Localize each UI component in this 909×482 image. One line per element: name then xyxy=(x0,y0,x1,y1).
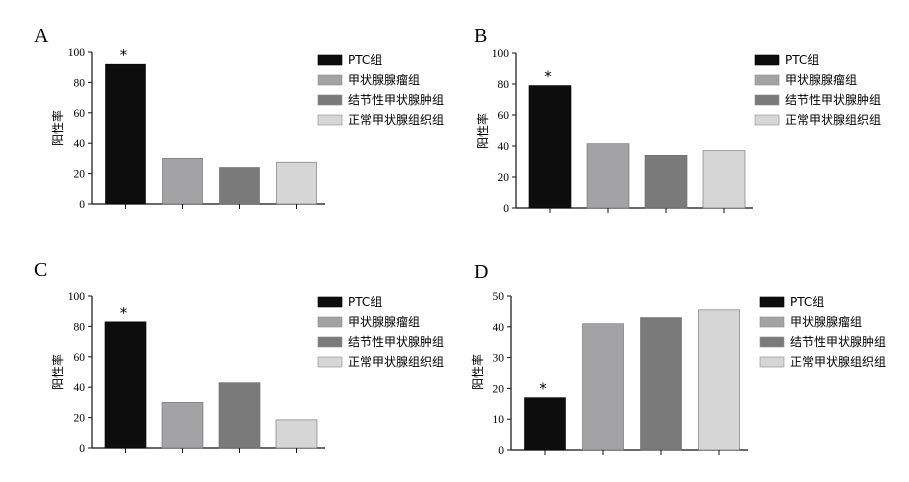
significance-marker: * xyxy=(539,380,547,398)
legend-label-4: 正常甲状腺组织组 xyxy=(790,355,886,369)
y-tick-label: 60 xyxy=(498,110,510,122)
bar-1 xyxy=(105,63,146,205)
legend-label-4: 正常甲状腺组织组 xyxy=(785,113,881,127)
bar-3 xyxy=(640,317,682,451)
panel-label: D xyxy=(474,261,488,283)
legend-swatch-4 xyxy=(317,114,343,126)
chart-panel-b: B 0 20 40 60 80 100 阳性率 * PTC组甲状腺腺瘤组结节性甲状腺肿组正常甲状腺… xyxy=(474,25,881,215)
legend-label-3: 结节性甲状腺肿组 xyxy=(790,334,886,349)
y-tick-label: 30 xyxy=(493,353,505,365)
legend-swatch-4 xyxy=(759,356,785,368)
legend-label-1: PTC组 xyxy=(790,295,824,309)
legend-swatch-3 xyxy=(759,336,785,348)
y-axis-title: 阳性率 xyxy=(50,354,65,390)
legend-label-3: 结节性甲状腺肿组 xyxy=(348,92,444,107)
panel-label: B xyxy=(474,25,487,47)
legend-swatch-3 xyxy=(317,336,343,348)
y-tick-label: 40 xyxy=(498,141,510,153)
bar-2 xyxy=(161,402,204,449)
legend-label-2: 甲状腺腺瘤组 xyxy=(348,72,420,87)
y-tick-label: 0 xyxy=(498,445,504,457)
significance-marker: * xyxy=(120,304,128,322)
y-tick-label: 80 xyxy=(74,321,86,333)
bar-1 xyxy=(524,397,566,451)
legend-label-1: PTC组 xyxy=(348,295,382,309)
y-tick-label: 20 xyxy=(74,169,86,181)
bar-1 xyxy=(528,85,572,209)
y-tick-label: 20 xyxy=(498,172,510,184)
legend-label-1: PTC组 xyxy=(348,53,382,67)
y-tick-label: 40 xyxy=(74,382,86,394)
legend-swatch-4 xyxy=(754,114,780,126)
y-tick-label: 80 xyxy=(498,79,510,91)
panel-label: A xyxy=(34,25,49,47)
y-tick-label: 50 xyxy=(493,291,505,303)
legend-swatch-1 xyxy=(754,54,780,66)
legend-swatch-2 xyxy=(754,74,780,86)
y-tick-label: 60 xyxy=(74,108,86,120)
panel-label: C xyxy=(34,259,47,281)
y-tick-label: 0 xyxy=(79,199,85,211)
legend-label-1: PTC组 xyxy=(785,53,819,67)
y-tick-label: 100 xyxy=(68,47,86,59)
bar-2 xyxy=(162,158,203,205)
legend-label-4: 正常甲状腺组织组 xyxy=(348,355,444,369)
bar-1 xyxy=(104,321,147,449)
y-tick-label: 20 xyxy=(493,383,505,395)
legend-swatch-4 xyxy=(317,356,343,368)
significance-marker: * xyxy=(120,46,128,64)
y-tick-label: 10 xyxy=(493,414,505,426)
y-tick-label: 40 xyxy=(493,322,505,334)
bar-3 xyxy=(219,167,260,205)
legend-label-2: 甲状腺腺瘤组 xyxy=(348,314,420,329)
y-axis-title: 阳性率 xyxy=(470,354,485,390)
legend-swatch-3 xyxy=(754,94,780,106)
y-tick-label: 60 xyxy=(74,352,86,364)
bar-4 xyxy=(698,309,740,451)
chart-panel-c: C 0 20 40 60 80 100 阳性率 * PTC组甲状腺腺瘤组结节性甲状腺肿组正常甲状腺… xyxy=(34,259,444,455)
y-tick-label: 80 xyxy=(74,77,86,89)
y-axis-title: 阳性率 xyxy=(475,113,490,149)
legend-swatch-2 xyxy=(317,316,343,328)
y-tick-label: 20 xyxy=(74,413,86,425)
bar-4 xyxy=(702,150,746,209)
y-tick-label: 100 xyxy=(68,291,86,303)
chart-panel-d: D 0 10 20 30 40 50 阳性率 * PTC组甲状腺腺瘤组结节性甲状腺肿组正常甲状腺组… xyxy=(470,261,886,457)
bar-4 xyxy=(275,419,318,449)
legend-swatch-2 xyxy=(317,74,343,86)
y-tick-label: 40 xyxy=(74,138,86,150)
bar-2 xyxy=(582,323,624,451)
y-axis-title: 阳性率 xyxy=(50,110,65,146)
y-tick-label: 0 xyxy=(79,443,85,455)
legend-label-2: 甲状腺腺瘤组 xyxy=(790,314,862,329)
chart-panel-a: A 0 20 40 60 80 100 阳性率 * PTC组甲状腺腺瘤组结节性甲状腺肿组正常甲状腺… xyxy=(34,25,444,211)
significance-marker: * xyxy=(544,68,552,86)
legend-label-3: 结节性甲状腺肿组 xyxy=(785,92,881,107)
legend-swatch-1 xyxy=(759,296,785,308)
bar-2 xyxy=(586,143,630,209)
legend-swatch-1 xyxy=(317,296,343,308)
bar-3 xyxy=(218,382,261,449)
legend-swatch-3 xyxy=(317,94,343,106)
bar-4 xyxy=(276,161,317,205)
legend-swatch-2 xyxy=(759,316,785,328)
legend-swatch-1 xyxy=(317,54,343,66)
legend-label-4: 正常甲状腺组织组 xyxy=(348,113,444,127)
legend-label-2: 甲状腺腺瘤组 xyxy=(785,72,857,87)
y-tick-label: 100 xyxy=(492,48,510,60)
y-tick-label: 0 xyxy=(503,203,509,215)
bar-3 xyxy=(644,155,688,209)
legend-label-3: 结节性甲状腺肿组 xyxy=(348,334,444,349)
